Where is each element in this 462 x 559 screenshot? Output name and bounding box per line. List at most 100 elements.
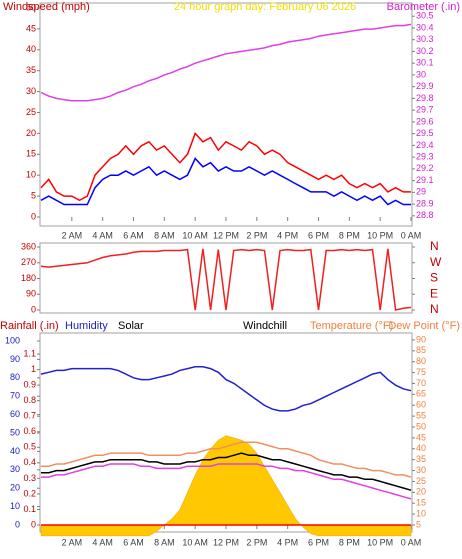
x-tick-label: 4 PM xyxy=(277,230,298,240)
tick-label: 55 xyxy=(416,410,426,420)
panel-label: Barometer (.in) xyxy=(387,1,460,13)
tick-label: 80 xyxy=(10,372,20,382)
x-tick-label: 6 AM xyxy=(123,537,144,547)
tick-label: 29 xyxy=(416,187,426,197)
tick-label: 0.7 xyxy=(23,411,36,421)
tick-label: 0.4 xyxy=(23,457,36,467)
tick-label: 0.1 xyxy=(23,504,36,514)
tick-label: 5 xyxy=(416,519,421,529)
tick-label: 29.3 xyxy=(416,151,434,161)
plot-frame xyxy=(39,2,413,227)
tick-label: 90 xyxy=(10,354,20,364)
tick-label: 10 xyxy=(416,508,426,518)
tick-label: 29.1 xyxy=(416,175,434,185)
tick-label: 1.1 xyxy=(23,348,36,358)
series-line xyxy=(40,131,411,202)
x-tick-label: 8 AM xyxy=(154,537,175,547)
tick-label: 30 xyxy=(10,464,20,474)
tick-label: S xyxy=(430,271,438,285)
tick-label: 0.6 xyxy=(23,426,36,436)
tick-label: 75 xyxy=(416,367,426,377)
tick-label: N xyxy=(430,302,439,316)
tick-label: 20 xyxy=(26,128,36,138)
series-line xyxy=(41,441,412,478)
x-tick-label: 10 AM xyxy=(182,230,208,240)
tick-label: 30.1 xyxy=(416,58,434,68)
x-tick-label: 0 AM xyxy=(401,230,422,240)
x-tick-label: 4 AM xyxy=(92,230,113,240)
x-tick-label: 8 AM xyxy=(154,230,175,240)
tick-label: 90 xyxy=(416,334,426,344)
tick-label: 1 xyxy=(31,364,36,374)
series-line xyxy=(41,463,412,500)
panel-label: 24 hour graph day: February 06 2026 xyxy=(174,1,356,13)
tick-label: 30.3 xyxy=(416,34,434,44)
tick-label: 60 xyxy=(10,409,20,419)
tick-label: 29.2 xyxy=(416,163,434,173)
tick-label: 29.9 xyxy=(416,81,434,91)
tick-label: 28.9 xyxy=(416,198,434,208)
x-tick-label: 6 AM xyxy=(123,230,144,240)
x-tick-label: 0 AM xyxy=(401,537,422,547)
tick-label: 30 xyxy=(416,69,426,79)
panel-label: Solar xyxy=(118,320,144,332)
tick-label: 50 xyxy=(416,421,426,431)
tick-label: 270 xyxy=(21,257,36,267)
tick-label: 29.5 xyxy=(416,128,434,138)
tick-label: 100 xyxy=(5,335,20,345)
x-tick-label: 2 AM xyxy=(62,537,83,547)
panel-label: Humidity xyxy=(65,320,108,332)
tick-label: 70 xyxy=(10,391,20,401)
panel-label: Temperature (°F) xyxy=(310,320,393,332)
tick-label: 0.9 xyxy=(23,380,36,390)
tick-label: 30.5 xyxy=(416,11,434,21)
x-tick-label: 2 PM xyxy=(246,230,267,240)
tick-label: 0.2 xyxy=(23,488,36,498)
x-tick-label: 2 PM xyxy=(246,537,267,547)
panel-label: Windchill xyxy=(243,320,287,332)
x-tick-label: 4 AM xyxy=(92,537,113,547)
tick-label: 25 xyxy=(416,476,426,486)
panel-label: Rainfall (.in) xyxy=(0,320,59,332)
tick-label: 80 xyxy=(416,356,426,366)
x-tick-label: 10 AM xyxy=(182,537,208,547)
tick-label: 60 xyxy=(416,400,426,410)
tick-label: 35 xyxy=(416,454,426,464)
series-line xyxy=(40,157,411,206)
tick-label: 0 xyxy=(31,211,36,221)
tick-label: 70 xyxy=(416,378,426,388)
tick-label: 30 xyxy=(416,465,426,475)
x-tick-label: 2 AM xyxy=(62,230,83,240)
tick-label: 360 xyxy=(21,241,36,251)
tick-label: 50 xyxy=(26,2,36,12)
tick-label: 45 xyxy=(26,23,36,33)
tick-label: 0 xyxy=(31,304,36,314)
x-tick-label: 10 PM xyxy=(367,230,393,240)
tick-label: 20 xyxy=(10,483,20,493)
tick-label: 50 xyxy=(10,427,20,437)
tick-label: 40 xyxy=(416,443,426,453)
tick-label: 15 xyxy=(26,149,36,159)
tick-label: 30.4 xyxy=(416,22,434,32)
tick-label: 29.6 xyxy=(416,116,434,126)
panel-label: Windspeed (mph) xyxy=(3,1,90,13)
tick-label: 0 xyxy=(31,519,36,529)
tick-label: 10 xyxy=(26,170,36,180)
tick-label: 5 xyxy=(31,190,36,200)
tick-label: 25 xyxy=(26,107,36,117)
tick-label: 30.2 xyxy=(416,46,434,56)
series-line xyxy=(40,23,412,102)
tick-label: 90 xyxy=(26,289,36,299)
panel-label: Dew Point (°F) xyxy=(388,320,460,332)
tick-label: 180 xyxy=(21,273,36,283)
tick-label: 30 xyxy=(26,86,36,96)
tick-label: 10 xyxy=(10,501,20,511)
tick-label: 45 xyxy=(416,432,426,442)
x-tick-label: 8 PM xyxy=(339,230,360,240)
tick-label: 40 xyxy=(26,44,36,54)
tick-label: 35 xyxy=(26,65,36,75)
series-line xyxy=(40,366,412,412)
series-line xyxy=(41,452,412,491)
x-tick-label: 6 PM xyxy=(308,537,329,547)
